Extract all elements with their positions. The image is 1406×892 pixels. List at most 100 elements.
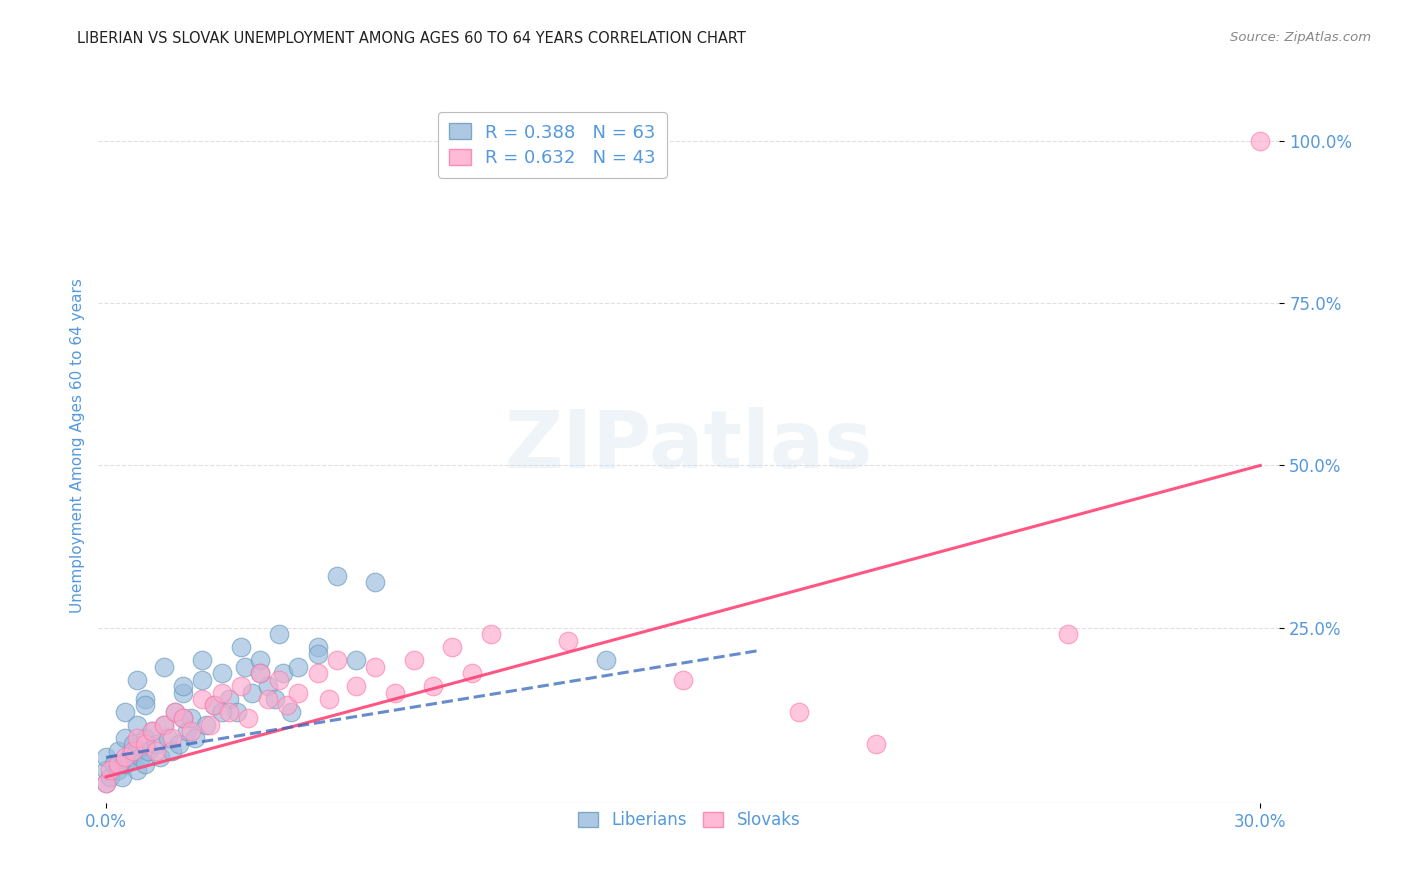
Point [226, 705, 249, 719]
Point [229, 679, 252, 693]
Point [172, 711, 194, 725]
Point [233, 659, 256, 673]
Point [141, 724, 163, 739]
Point [145, 744, 167, 758]
Y-axis label: Unemployment Among Ages 60 to 64 years: Unemployment Among Ages 60 to 64 years [69, 278, 84, 614]
Point [202, 698, 225, 713]
Point [114, 731, 136, 745]
Point [94, 764, 117, 778]
Point [180, 724, 202, 739]
Point [125, 731, 148, 745]
Point [249, 653, 271, 667]
Point [153, 718, 176, 732]
Point [172, 711, 194, 725]
Point [326, 653, 349, 667]
Point [94, 776, 117, 790]
Point [364, 575, 387, 590]
Point [110, 770, 132, 784]
Point [249, 666, 271, 681]
Point [191, 692, 214, 706]
Point [134, 731, 156, 745]
Point [167, 738, 190, 752]
Point [1249, 134, 1271, 148]
Point [276, 698, 298, 713]
Point [107, 764, 129, 778]
Point [441, 640, 464, 654]
Point [229, 640, 252, 654]
Point [271, 666, 294, 681]
Point [318, 692, 340, 706]
Text: ZIPatlas: ZIPatlas [505, 407, 873, 485]
Point [865, 738, 887, 752]
Point [211, 705, 233, 719]
Point [479, 627, 502, 641]
Point [114, 756, 136, 771]
Point [240, 685, 263, 699]
Point [198, 718, 221, 732]
Point [172, 685, 194, 699]
Point [118, 750, 141, 764]
Point [160, 744, 183, 758]
Point [287, 685, 309, 699]
Point [114, 705, 136, 719]
Point [134, 692, 156, 706]
Point [218, 692, 240, 706]
Point [218, 705, 240, 719]
Point [402, 653, 425, 667]
Point [344, 653, 367, 667]
Point [307, 647, 329, 661]
Point [787, 705, 810, 719]
Point [129, 750, 152, 764]
Point [134, 738, 156, 752]
Point [103, 756, 125, 771]
Point [149, 750, 172, 764]
Point [125, 718, 148, 732]
Point [141, 724, 163, 739]
Point [160, 731, 183, 745]
Point [125, 764, 148, 778]
Point [94, 776, 117, 790]
Point [211, 666, 233, 681]
Point [422, 679, 444, 693]
Point [180, 711, 202, 725]
Legend: Liberians, Slovaks: Liberians, Slovaks [569, 803, 808, 838]
Point [384, 685, 406, 699]
Point [269, 673, 291, 687]
Point [138, 744, 160, 758]
Point [122, 744, 145, 758]
Point [1057, 627, 1080, 641]
Point [264, 692, 287, 706]
Point [183, 731, 205, 745]
Point [280, 705, 302, 719]
Point [307, 666, 329, 681]
Point [156, 731, 179, 745]
Point [269, 627, 291, 641]
Point [344, 679, 367, 693]
Point [153, 718, 176, 732]
Point [287, 659, 309, 673]
Point [114, 750, 136, 764]
Point [98, 770, 121, 784]
Point [256, 679, 278, 693]
Point [125, 744, 148, 758]
Point [172, 679, 194, 693]
Text: Source: ZipAtlas.com: Source: ZipAtlas.com [1230, 31, 1371, 45]
Point [195, 718, 218, 732]
Point [165, 705, 187, 719]
Point [107, 744, 129, 758]
Point [134, 698, 156, 713]
Point [557, 633, 579, 648]
Point [238, 711, 260, 725]
Point [460, 666, 482, 681]
Point [256, 692, 278, 706]
Point [249, 666, 271, 681]
Point [125, 673, 148, 687]
Point [326, 568, 349, 582]
Point [307, 640, 329, 654]
Point [98, 764, 121, 778]
Point [211, 685, 233, 699]
Point [165, 705, 187, 719]
Point [191, 673, 214, 687]
Point [145, 738, 167, 752]
Point [122, 738, 145, 752]
